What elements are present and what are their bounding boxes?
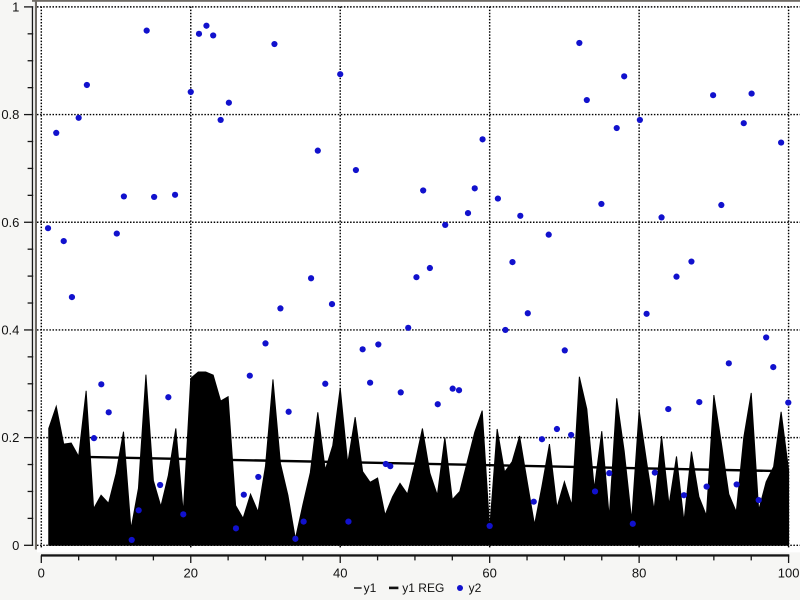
svg-text:0.8: 0.8 <box>1 107 19 122</box>
svg-text:40: 40 <box>333 566 347 581</box>
svg-text:20: 20 <box>184 566 198 581</box>
svg-text:y1 REG: y1 REG <box>402 581 444 595</box>
svg-text:y2: y2 <box>469 581 482 595</box>
svg-text:y1: y1 <box>364 581 377 595</box>
svg-text:0: 0 <box>12 538 19 553</box>
svg-text:0.2: 0.2 <box>1 430 19 445</box>
svg-text:100: 100 <box>778 566 800 581</box>
svg-text:80: 80 <box>632 566 646 581</box>
svg-text:0.6: 0.6 <box>1 215 19 230</box>
svg-text:0: 0 <box>38 566 45 581</box>
svg-text:60: 60 <box>482 566 496 581</box>
svg-text:0.4: 0.4 <box>1 323 19 338</box>
svg-text:1: 1 <box>12 0 19 15</box>
